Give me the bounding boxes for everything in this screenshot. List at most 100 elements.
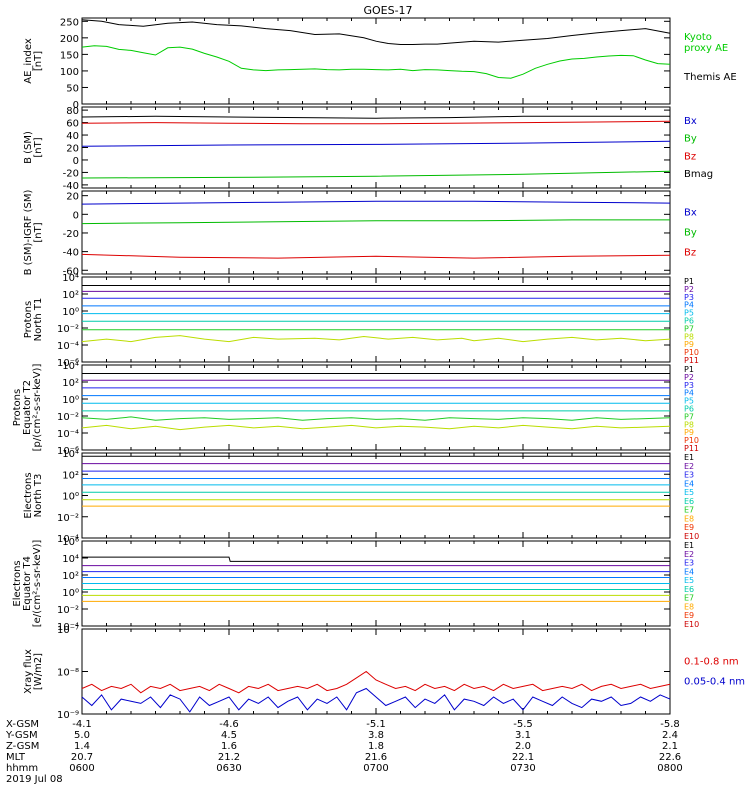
y-tick-label: 10⁻⁶ [57, 446, 79, 457]
y-tick-label: 100 [60, 67, 79, 78]
axis-row-value: 2.1 [662, 741, 678, 752]
panel-frame [81, 628, 671, 715]
axis-row-value: 0600 [69, 763, 94, 774]
legend-entry: P1 [684, 277, 694, 286]
legend-entry: P2 [684, 285, 694, 294]
legend-entry: Bz [684, 151, 696, 162]
legend-entry: P8 [684, 420, 694, 429]
legend-entry: E7 [684, 594, 694, 603]
legend-entry: P6 [684, 317, 694, 326]
legend-entry: E10 [684, 620, 699, 629]
legend-entry: proxy AE [684, 43, 728, 54]
series-line-by [81, 170, 671, 179]
axis-row-value: -5.8 [660, 719, 680, 730]
y-tick-label: -20 [63, 168, 79, 179]
legend-entry: 0.1-0.8 nm [684, 657, 739, 668]
y-axis-label: Electrons [12, 560, 23, 606]
y-axis-label: Electrons [23, 472, 34, 518]
axis-row-value: 1.8 [368, 741, 384, 752]
plot-title: GOES-17 [363, 4, 412, 17]
legend-entry: Bx [684, 208, 697, 219]
y-axis-label: AE_index [23, 38, 34, 84]
legend-entry: E5 [684, 576, 694, 585]
axis-row-label: MLT [6, 752, 26, 763]
series-line-bmag [81, 115, 670, 119]
legend-entry: E9 [684, 611, 694, 620]
y-axis-label: [e/(cm²-s-sr-keV)] [32, 540, 43, 628]
y-axis-label: Protons [23, 301, 34, 338]
axis-row-value: 4.5 [221, 730, 237, 741]
series-line-0-05-0-4-nm [81, 687, 671, 713]
axis-row-value: 21.2 [218, 752, 240, 763]
time-axis: X-GSM -4.1 -4.6 -5.1 -5.5 -5.8 Y-GSM 5.0 4.5 3.8 3… [5, 719, 683, 785]
legend-entry: P3 [684, 381, 694, 390]
legend-entry: By [684, 228, 697, 239]
y-tick-label: 10⁴ [62, 554, 79, 565]
y-axis-label: [nT] [33, 137, 44, 157]
legend-entry: P5 [684, 309, 694, 318]
legend-entry: E9 [684, 523, 694, 532]
axis-row-label: Z-GSM [6, 741, 39, 752]
y-tick-label: 10² [62, 571, 79, 582]
axis-row-value: -5.1 [366, 719, 386, 730]
legend-entry: P6 [684, 405, 694, 414]
legend-entry: E1 [684, 453, 694, 462]
legend-entry: Bx [684, 116, 697, 127]
y-tick-label: 10² [62, 470, 79, 481]
y-tick-label: 10⁴ [62, 449, 79, 460]
y-tick-label: 10⁻⁴ [57, 429, 79, 440]
legend-entry: Kyoto [684, 32, 712, 43]
legend-entry: P1 [684, 365, 694, 374]
y-tick-label: 10⁻⁴ [57, 341, 79, 352]
y-tick-label: 10⁻² [57, 412, 79, 423]
legend-entry: E10 [684, 532, 699, 541]
panel-frame [81, 17, 671, 105]
y-tick-label: 0 [73, 210, 79, 221]
legend-entry: E4 [684, 479, 694, 488]
y-tick-label: 0 [73, 100, 79, 111]
y-tick-label: 10⁻² [57, 513, 79, 524]
y-axis-label: B (SM) [23, 131, 34, 164]
legend-entry: E5 [684, 488, 694, 497]
legend-entry: E8 [684, 602, 694, 611]
legend-entry: P3 [684, 293, 694, 302]
legend-entry: P10 [684, 348, 699, 357]
series-line-themis-ae [81, 19, 671, 45]
y-axis-label: B (SM)-IGRF (SM) [23, 190, 34, 276]
y-tick-label: 10⁻⁷ [57, 625, 79, 636]
y-tick-label: -20 [63, 229, 79, 240]
panel-p_t2: 10⁴ 10² 10⁰ 10⁻² 10⁻⁴ 10⁻⁶ Protons Equator T2 [p… [12, 361, 699, 457]
legend-entry: E4 [684, 567, 694, 576]
legend-entry: 0.05-0.4 nm [684, 677, 745, 688]
series-line-bz [81, 253, 671, 259]
panel-frame [81, 452, 671, 539]
y-tick-label: 10² [62, 290, 79, 301]
y-axis-label: Equator T2 [22, 380, 33, 435]
legend-entry: By [684, 134, 697, 145]
legend-entry: E3 [684, 471, 694, 480]
legend-entry: P5 [684, 397, 694, 406]
y-tick-label: 10⁰ [62, 307, 79, 318]
y-tick-label: 40 [66, 131, 79, 142]
series-line-proxy-ae [81, 45, 671, 79]
legend-entry: E2 [684, 550, 694, 559]
y-tick-label: 10⁻² [57, 324, 79, 335]
y-tick-label: 10⁻⁶ [57, 358, 79, 369]
panel-e_t4: 10⁶ 10⁴ 10² 10⁰ 10⁻² 10⁻⁴ Electrons Equator T4[… [12, 537, 699, 633]
legend-entry: Themis AE [683, 72, 737, 83]
y-axis-label: Xray flux [23, 649, 34, 694]
legend-entry: E3 [684, 559, 694, 568]
y-tick-label: 10⁻⁴ [57, 534, 79, 545]
legend-entry: P9 [684, 340, 694, 349]
y-tick-label: 10⁻⁴ [57, 622, 79, 633]
legend-entry: Bmag [684, 169, 713, 180]
legend-entry: P9 [684, 428, 694, 437]
axis-row-value: -4.6 [219, 719, 239, 730]
axis-row-value: -4.1 [72, 719, 92, 730]
legend-entry: P4 [684, 389, 694, 398]
y-axis-label: [nT] [33, 222, 44, 242]
legend-entry: E1 [684, 541, 694, 550]
